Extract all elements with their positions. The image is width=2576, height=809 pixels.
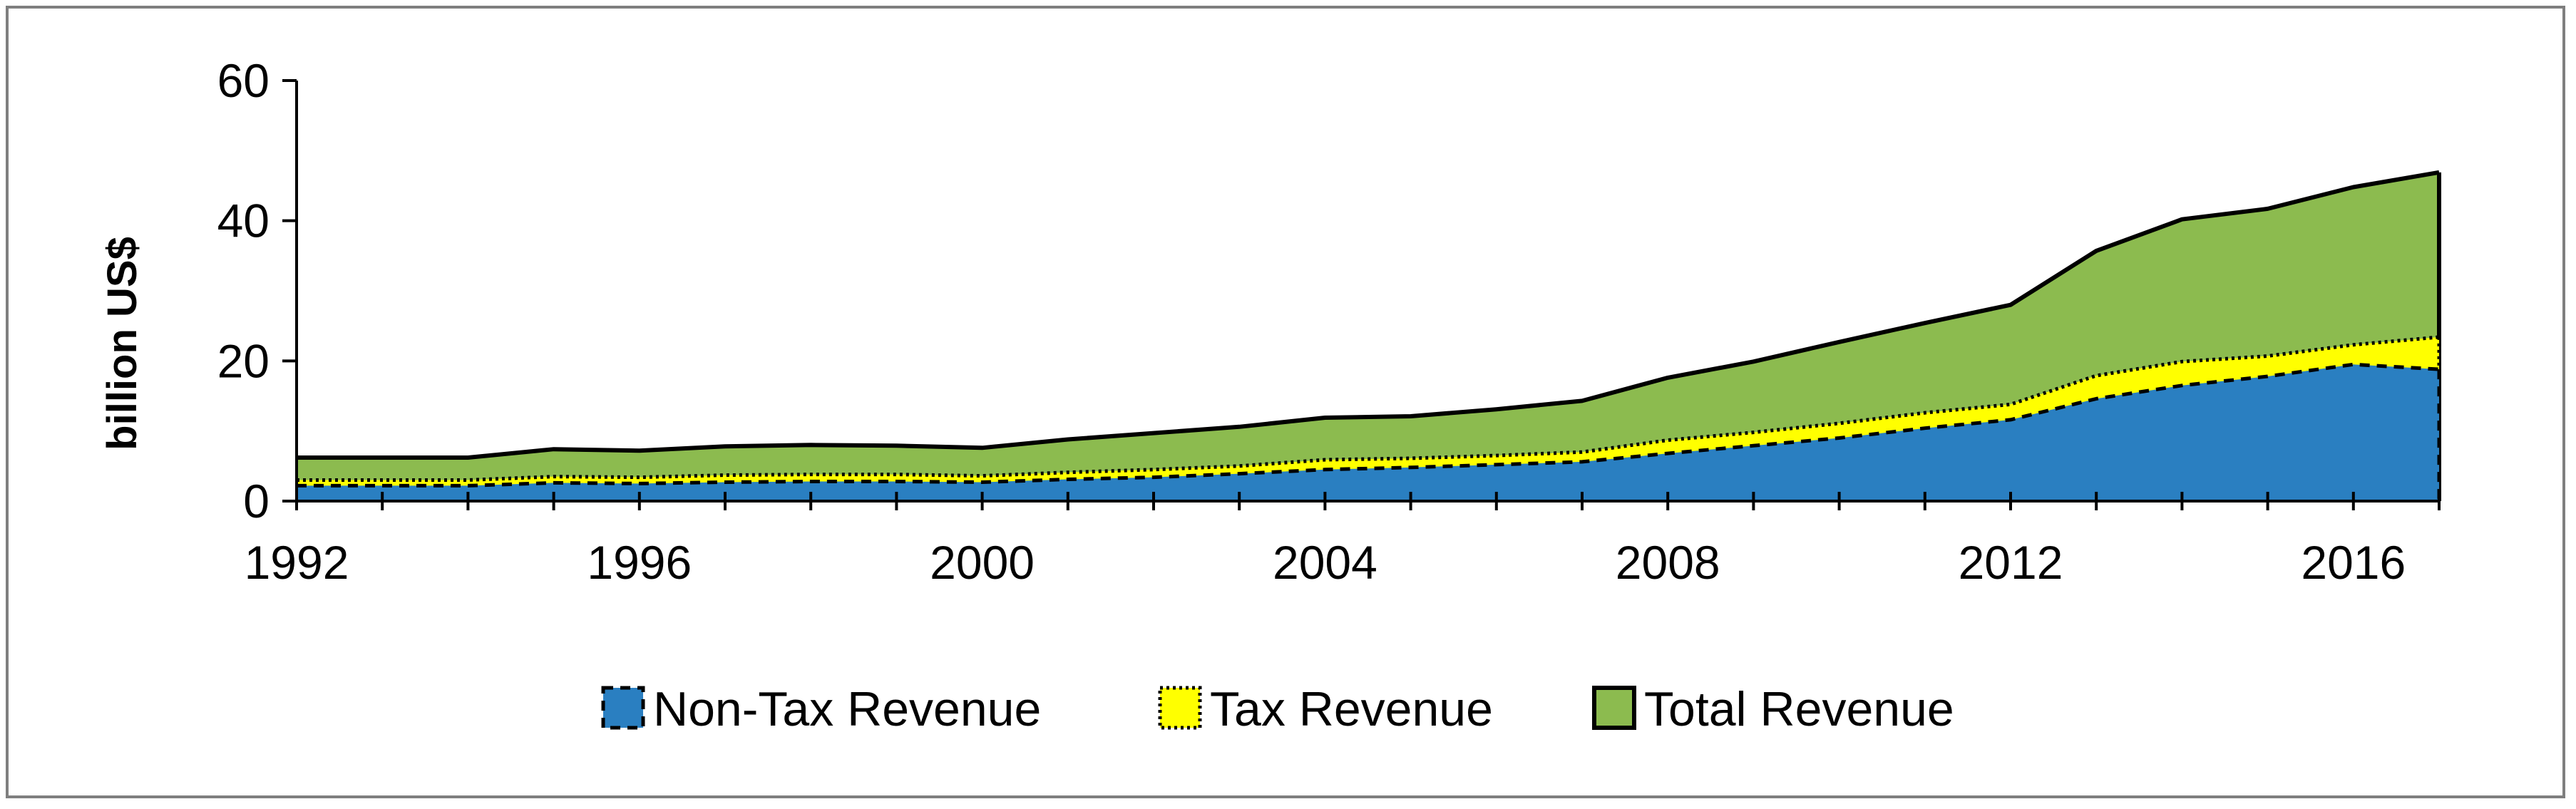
- x-tick-label: 1992: [245, 536, 349, 589]
- legend-label: Tax Revenue: [1210, 682, 1493, 736]
- x-tick-label: 2004: [1273, 536, 1377, 589]
- legend-label: Non-Tax Revenue: [653, 682, 1041, 736]
- legend-item-total-revenue: Total Revenue: [1592, 682, 1954, 736]
- legend-item-non-tax-revenue: Non-Tax Revenue: [601, 682, 1041, 736]
- x-tick-label: 2016: [2301, 536, 2406, 589]
- area-non-tax-revenue: [297, 364, 2439, 501]
- y-tick-label: 60: [217, 54, 270, 107]
- axes: [282, 79, 2441, 510]
- legend-swatch: [1158, 686, 1202, 730]
- y-tick-label: 0: [243, 475, 270, 527]
- plot-areas: [297, 170, 2441, 502]
- x-tick-label: 2000: [930, 536, 1035, 589]
- y-tick-label: 20: [217, 334, 270, 387]
- line-total-revenue: [297, 170, 2440, 460]
- line-tax-revenue: [297, 335, 2440, 482]
- x-tick-label: 2008: [1616, 536, 1720, 589]
- y-tick-label: 40: [217, 195, 270, 247]
- legend-label: Total Revenue: [1644, 682, 1954, 736]
- legend-swatch: [601, 686, 645, 730]
- tick-labels: 0 20 40 60 1992 1996 2000 2004 2008 2012 2016: [217, 54, 2406, 589]
- x-tick-label: 1996: [587, 536, 692, 589]
- chart-frame: 0 20 40 60 1992 1996 2000 2004 2008 2012 2016 bill…: [6, 6, 2565, 798]
- legend-item-tax-revenue: Tax Revenue: [1158, 682, 1493, 736]
- revenue-area-chart: 0 20 40 60 1992 1996 2000 2004 2008 2012 2016 bill…: [99, 54, 2441, 736]
- y-axis-title: billion US$: [99, 237, 145, 450]
- legend: Non-Tax Revenue Tax Revenue Total Revenue: [601, 682, 1954, 736]
- x-tick-label: 2012: [1959, 536, 2063, 589]
- legend-swatch: [1592, 686, 1636, 730]
